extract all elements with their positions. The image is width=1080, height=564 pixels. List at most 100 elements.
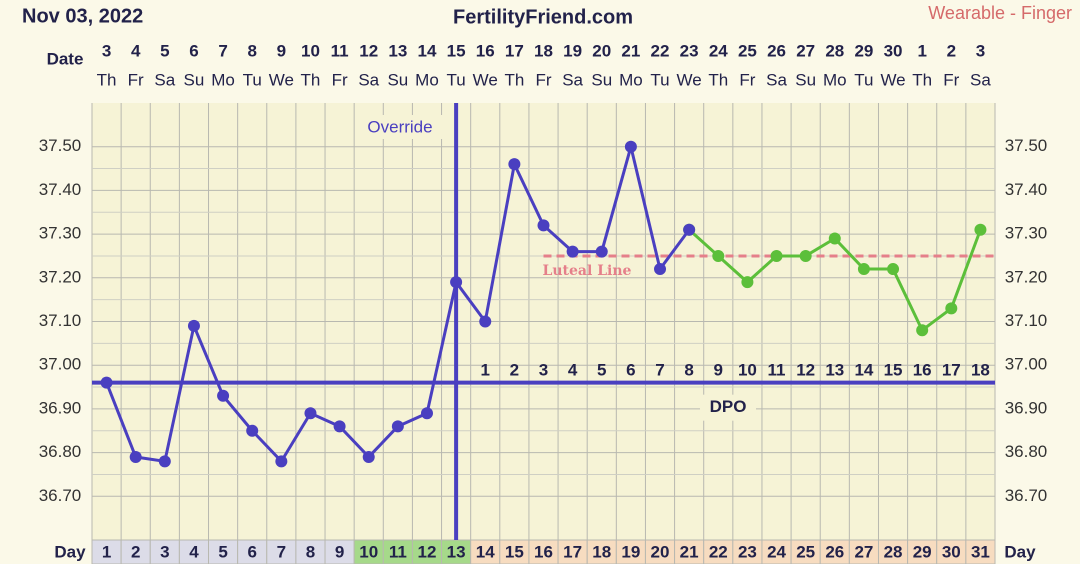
date-label: 27 <box>796 41 815 60</box>
day-number: 7 <box>277 542 286 561</box>
date-label: 5 <box>160 41 169 60</box>
weekday-label: Sa <box>766 70 787 89</box>
dpo-number: 11 <box>768 360 786 379</box>
date-label: 9 <box>277 41 286 60</box>
temp-point <box>275 455 288 468</box>
weekday-label: Mo <box>415 70 439 89</box>
temp-point <box>333 420 346 433</box>
day-cell <box>907 539 938 564</box>
temp-point <box>187 319 200 332</box>
day-cell <box>761 539 792 564</box>
temp-point <box>246 424 259 437</box>
weekday-label: Su <box>184 70 205 89</box>
weekday-label: Fr <box>332 70 348 89</box>
temp-point <box>624 140 637 153</box>
dpo-number: 6 <box>626 360 635 379</box>
temp-point <box>595 245 608 258</box>
dpo-number: 12 <box>796 360 815 379</box>
day-cell <box>499 539 530 564</box>
day-cell <box>178 539 210 564</box>
weekday-label: Su <box>591 70 612 89</box>
date-label: 10 <box>301 41 320 60</box>
y-tick-label: 37.20 <box>1005 267 1048 286</box>
y-tick-label: 37.10 <box>1005 311 1048 330</box>
dpo-number: 17 <box>942 360 961 379</box>
y-tick-label: 36.90 <box>39 398 82 417</box>
weekday-label: Mo <box>211 70 235 89</box>
weekday-label: Tu <box>650 70 669 89</box>
date-label: 28 <box>825 41 844 60</box>
day-number: 29 <box>913 542 932 561</box>
temp-point <box>479 315 492 328</box>
site-name: FertilityFriend.com <box>453 6 633 28</box>
weekday-label: Su <box>387 70 408 89</box>
day-cell <box>848 539 879 564</box>
weekday-label: Fr <box>739 70 755 89</box>
dpo-number: 18 <box>971 360 990 379</box>
day-cell <box>208 539 239 564</box>
dpo-number: 14 <box>854 360 873 379</box>
date-label: 13 <box>388 41 407 60</box>
weekday-label: Tu <box>447 70 466 89</box>
date-label: 30 <box>884 41 903 60</box>
day-number: 26 <box>825 542 844 561</box>
dpo-number: 5 <box>597 360 606 379</box>
dpo-number: 10 <box>738 360 757 379</box>
day-number: 31 <box>971 542 990 561</box>
date-label: 12 <box>359 41 378 60</box>
temp-point <box>100 376 113 389</box>
day-number: 3 <box>160 542 169 561</box>
override-label: Override <box>367 117 432 136</box>
dpo-number: 16 <box>913 360 932 379</box>
date-label: 18 <box>534 41 553 60</box>
day-cell <box>936 539 967 564</box>
day-number: 12 <box>418 542 437 561</box>
weekday-label: Fr <box>535 70 551 89</box>
date-label: 17 <box>505 41 524 60</box>
weekday-label: Th <box>912 70 932 89</box>
y-tick-label: 36.80 <box>39 442 82 461</box>
date-label: 7 <box>218 41 227 60</box>
day-cell <box>120 539 151 564</box>
weekday-label: Sa <box>562 70 583 89</box>
dpo-number: 3 <box>539 360 548 379</box>
date-label: 3 <box>102 41 111 60</box>
temp-point <box>683 223 696 236</box>
day-cell <box>470 539 501 564</box>
date-label: 23 <box>680 41 699 60</box>
weekday-label: Th <box>97 70 117 89</box>
weekday-label: Tu <box>854 70 873 89</box>
y-tick-label: 37.00 <box>39 355 82 374</box>
weekday-label: Mo <box>823 70 847 89</box>
day-cell <box>528 539 559 564</box>
dpo-number: 9 <box>714 360 723 379</box>
weekday-label: Th <box>504 70 524 89</box>
y-tick-label: 36.70 <box>39 486 82 505</box>
day-number: 28 <box>884 542 903 561</box>
day-number: 11 <box>389 542 407 561</box>
day-number: 21 <box>680 542 699 561</box>
y-tick-label: 36.70 <box>1005 486 1048 505</box>
weekday-label: Th <box>301 70 321 89</box>
date-label: Date <box>47 49 84 68</box>
temp-point <box>916 324 929 337</box>
temp-point <box>828 232 841 245</box>
date-label: 21 <box>621 41 640 60</box>
temp-point <box>799 249 812 262</box>
dpo-number: 7 <box>655 360 664 379</box>
dpo-number: 2 <box>510 360 519 379</box>
temp-point <box>945 302 958 315</box>
day-number: 17 <box>563 542 582 561</box>
dpo-number: 15 <box>884 360 903 379</box>
day-number: 22 <box>709 542 728 561</box>
temp-point <box>974 223 987 236</box>
y-tick-label: 37.50 <box>1005 136 1048 155</box>
day-cell <box>237 539 268 564</box>
y-tick-label: 36.90 <box>1005 398 1048 417</box>
weekday-label: We <box>677 70 702 89</box>
temp-point <box>129 450 142 463</box>
date-label: 1 <box>917 41 926 60</box>
weekday-label: Th <box>708 70 728 89</box>
day-number: 25 <box>796 542 815 561</box>
